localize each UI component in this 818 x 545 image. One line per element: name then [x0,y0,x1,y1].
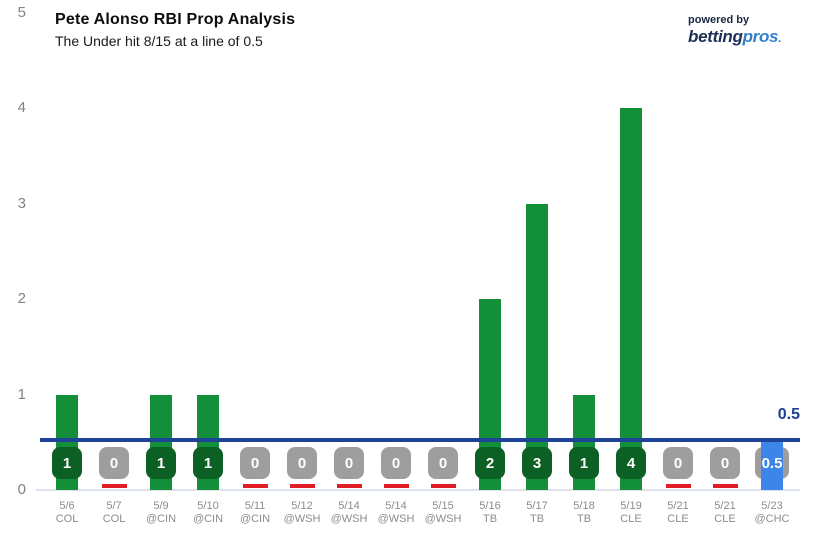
zero-game-mark [243,484,268,488]
x-axis-label-opponent: @WSH [424,513,462,525]
x-axis-label-opponent: TB [529,513,545,525]
zero-game-mark [102,484,127,488]
x-axis-label-date: 5/15 [432,500,454,512]
x-axis-label-opponent: @CIN [192,513,224,525]
y-axis-tick-label: 3 [17,194,26,212]
rbi-value-badge: 4 [616,447,646,479]
x-axis-label-date: 5/21 [714,500,736,512]
powered-by-text: powered by [688,14,750,26]
y-axis-tick-label: 2 [17,290,26,307]
zero-value-badge: 0 [287,447,317,479]
rbi-value-badge: 1 [569,447,599,479]
x-axis-label: 5/15 @WSH [413,500,473,526]
x-axis-label-date: 5/9 [153,500,169,512]
x-axis-label-opponent: @CIN [145,513,177,525]
x-axis-label-opponent: @CIN [239,513,271,525]
x-axis-label-date: 5/11 [244,500,266,512]
zero-value-badge: 0 [381,447,411,479]
x-axis-label-date: 5/12 [291,500,313,512]
x-axis-label-date: 5/17 [526,500,548,512]
x-axis-label: 5/18 TB [554,500,614,526]
zero-game-mark [431,484,456,488]
rbi-value-badge: 1 [52,447,82,479]
rbi-bar [479,299,501,490]
projection-bar [761,442,783,490]
x-axis-label: 5/10 @CIN [178,500,238,526]
zero-value-badge: 0 [710,447,740,479]
brand-betting-text: betting [688,27,743,47]
zero-value-badge: 0 [663,447,693,479]
zero-game-mark [337,484,362,488]
zero-game-mark [713,484,738,488]
x-axis-label-date: 5/10 [197,500,219,512]
x-axis-label-opponent: CLE [667,513,689,525]
x-axis-label-opponent: TB [482,513,498,525]
zero-value-badge: 0 [428,447,458,479]
zero-value-badge: 0 [240,447,270,479]
x-axis-label-date: 5/14 [338,500,360,512]
x-axis-label: 5/7 COL [84,500,144,526]
bettingpros-wordmark: bettingpros. [688,27,798,47]
x-axis-label-date: 5/21 [667,500,689,512]
brand-dot: . [778,31,782,46]
prop-line [40,438,800,443]
x-axis-label-date: 5/7 [106,500,122,512]
x-axis-label-date: 5/14 [385,500,407,512]
y-axis-tick-label: 1 [17,385,26,403]
x-axis-label: 5/14 @WSH [366,500,426,526]
x-axis-label-date: 5/16 [479,500,501,512]
x-axis-label-date: 5/18 [573,500,595,512]
rbi-value-badge: 1 [146,447,176,479]
x-axis-label-opponent: COL [55,513,79,525]
y-axis-tick-label: 4 [17,99,26,116]
x-axis-label-opponent: CLE [714,513,736,525]
x-axis-label-date: 5/19 [620,500,642,512]
x-axis-label-opponent: @WSH [283,513,321,525]
x-axis-label-opponent: @WSH [330,513,368,525]
x-axis-label: 5/19 CLE [601,500,661,526]
zero-value-badge: 0 [99,447,129,479]
x-axis-label: 5/23 @CHC [742,500,802,526]
x-axis-label-date: 5/6 [59,500,75,512]
zero-value-badge: 0 [334,447,364,479]
projection-value-label: 0.5 [761,454,783,472]
x-axis-label: 5/6 COL [37,500,97,526]
x-axis-label-opponent: COL [102,513,126,525]
chart-subtitle: The Under hit 8/15 at a line of 0.5 [55,33,263,49]
x-axis-label: 5/21 CLE [695,500,755,526]
zero-game-mark [290,484,315,488]
x-axis-label: 5/21 CLE [648,500,708,526]
x-axis-label: 5/17 TB [507,500,567,526]
x-axis-label: 5/16 TB [460,500,520,526]
rbi-value-badge: 3 [522,447,552,479]
rbi-bar [620,108,642,490]
x-axis-baseline [36,489,800,491]
x-axis-label: 5/14 @WSH [319,500,379,526]
zero-game-mark [384,484,409,488]
zero-game-mark [666,484,691,488]
x-axis-label-opponent: TB [576,513,592,525]
brand-pros-text: pros [742,27,779,47]
rbi-value-badge: 1 [193,447,223,479]
rbi-bar [526,203,548,490]
x-axis-label-opponent: @WSH [377,513,415,525]
rbi-value-badge: 2 [475,447,505,479]
chart-title: Pete Alonso RBI Prop Analysis [55,11,296,28]
x-axis-label-date: 5/23 [761,500,783,512]
y-axis-tick-label: 5 [17,3,26,21]
x-axis-label-opponent: @CHC [754,513,790,525]
bettingpros-logo: powered by bettingpros. [688,14,798,47]
y-axis-tick-label: 0 [17,481,26,498]
x-axis-label: 5/12 @WSH [272,500,332,526]
x-axis-label-opponent: CLE [620,513,642,525]
prop-line-label: 0.5 [777,406,800,423]
x-axis-label: 5/11 @CIN [225,500,285,526]
x-axis-label: 5/9 @CIN [131,500,191,526]
